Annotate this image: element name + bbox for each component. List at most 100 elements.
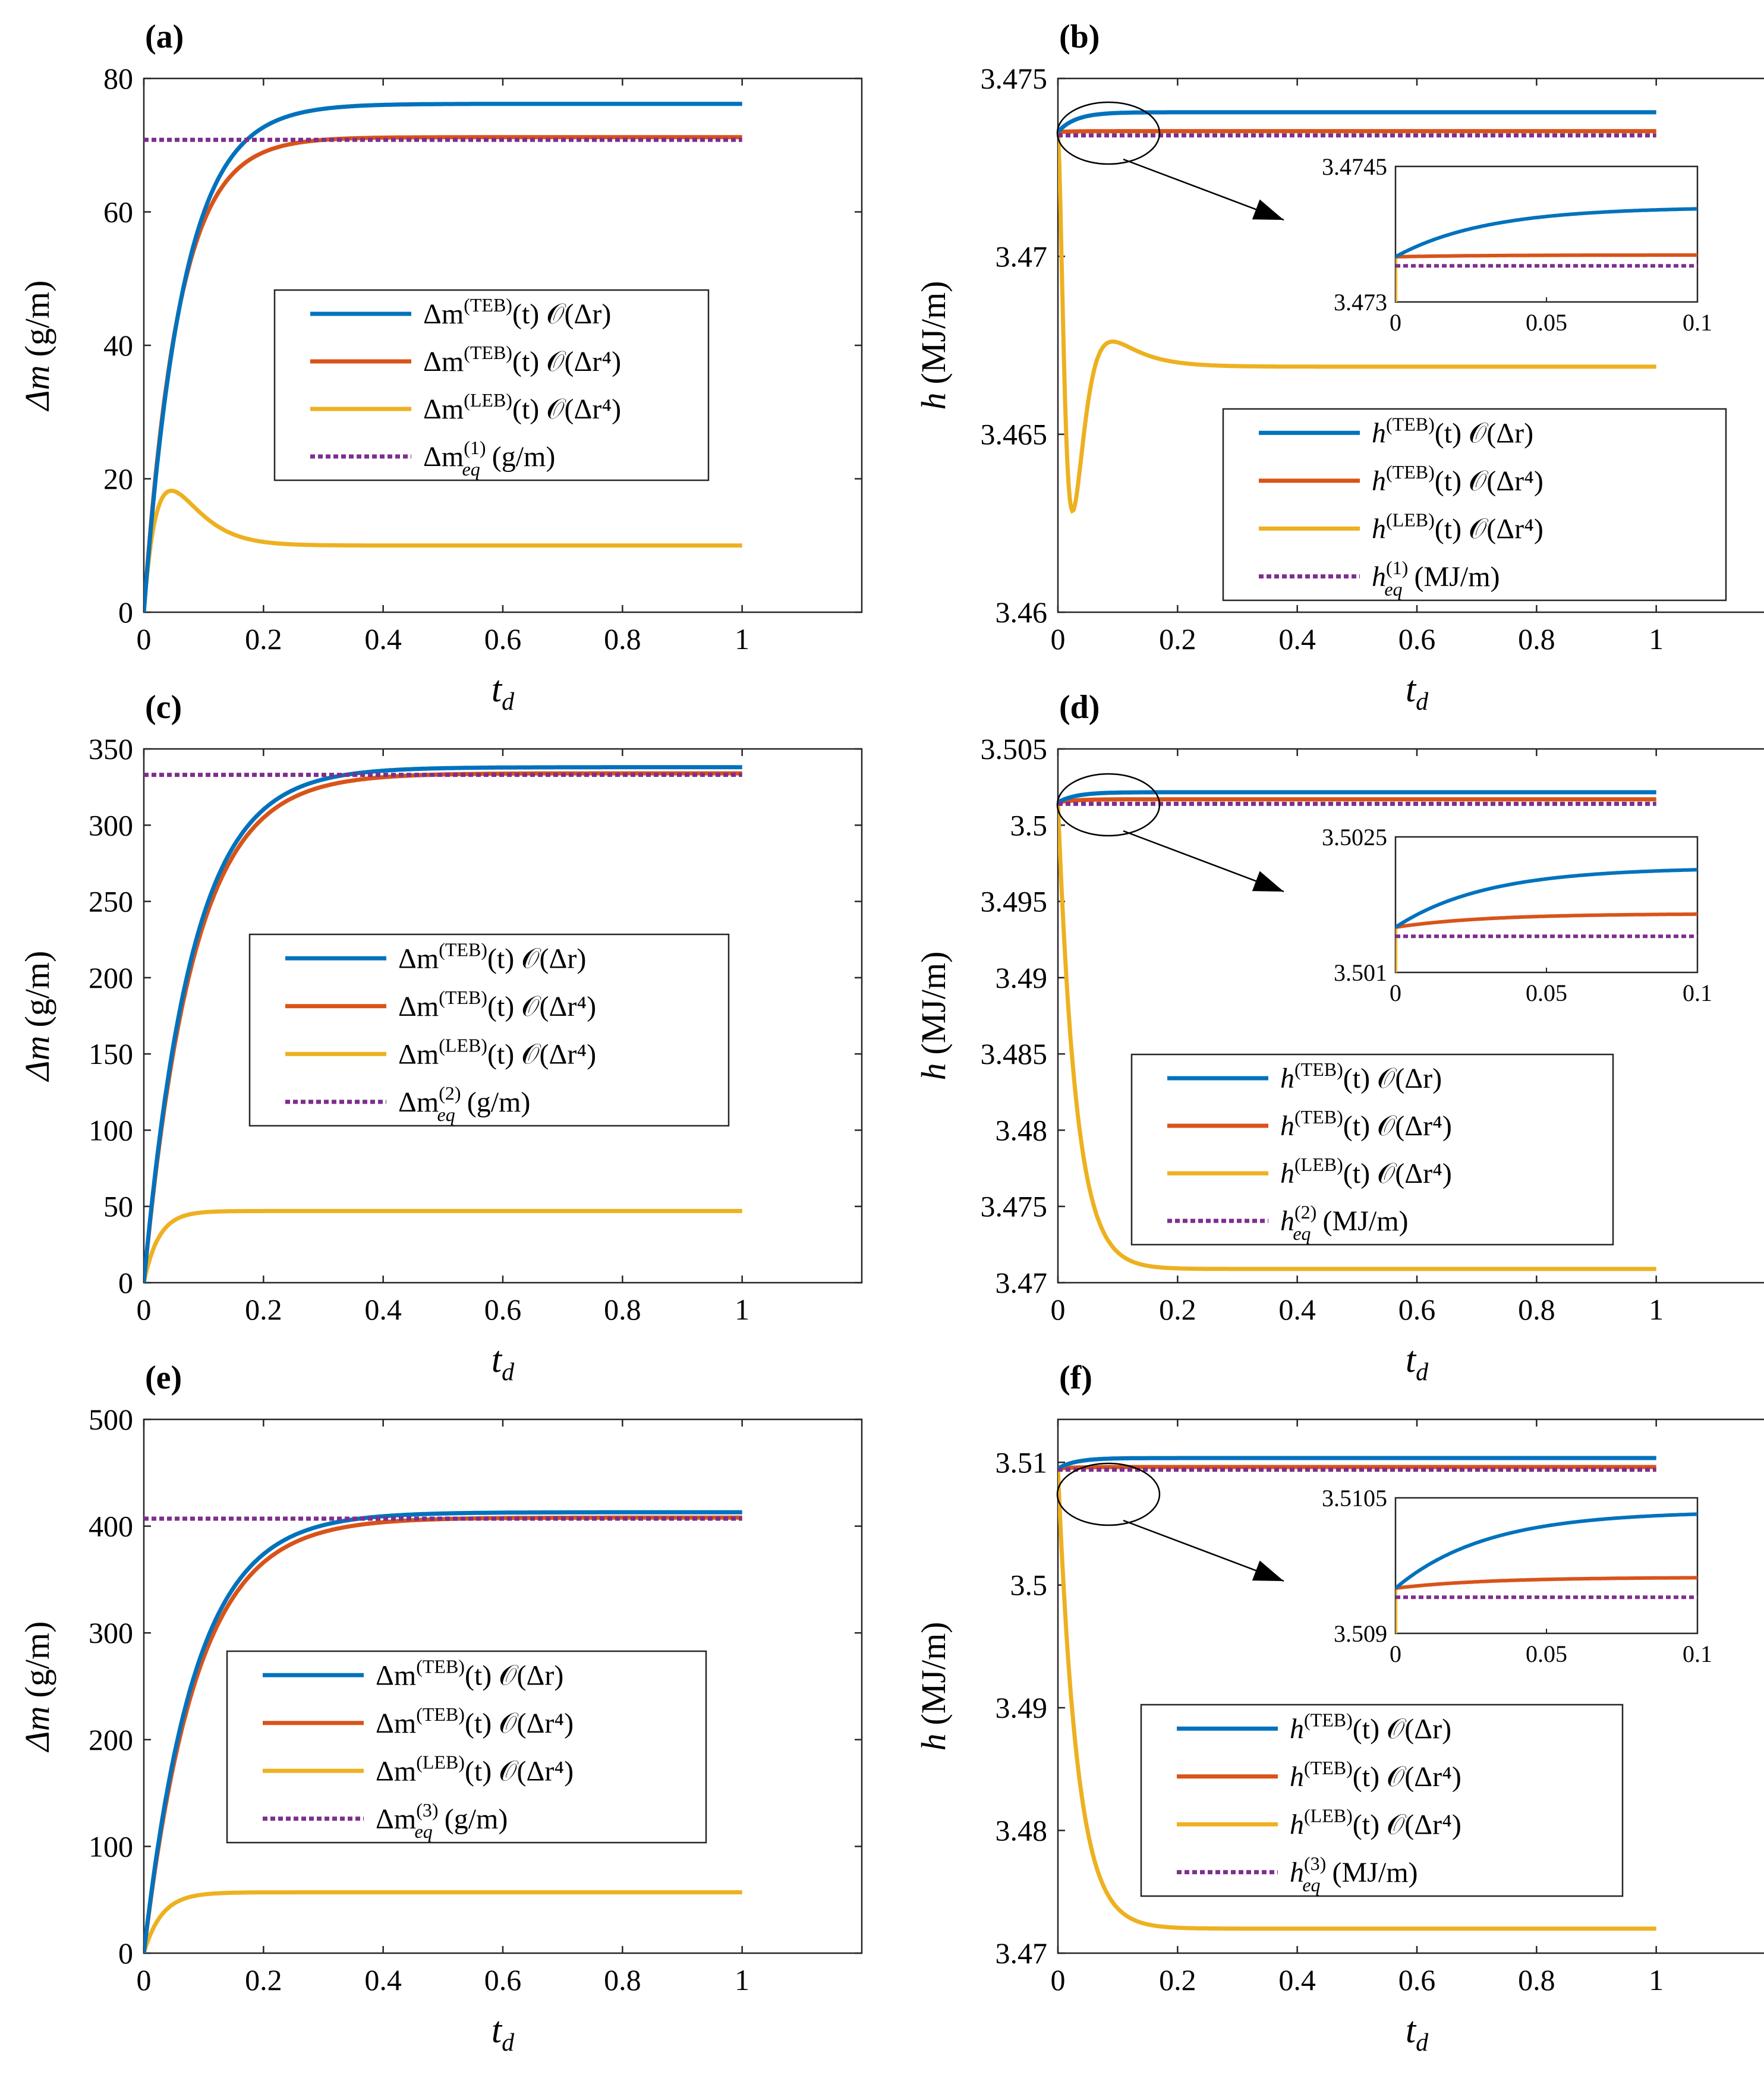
legend-rest: (MJ/m) — [1415, 561, 1500, 593]
legend: Δm(TEB)(t) 𝒪(Δr)Δm(TEB)(t) 𝒪(Δr⁴)Δm(LEB)… — [248, 933, 730, 1127]
legend-entry-leb_dr4: Δm(LEB)(t) 𝒪(Δr⁴) — [423, 389, 621, 425]
x-tick-label: 1 — [1649, 1293, 1664, 1326]
zoom-ellipse — [1056, 101, 1161, 165]
legend-name: h — [1290, 1857, 1304, 1888]
y-tick-label: 3.47 — [996, 1266, 1048, 1299]
y-tick-label: 20 — [103, 462, 133, 496]
y-axis-label: Δm (g/m) — [18, 951, 56, 1082]
y-tick-label: 3.5 — [1010, 1569, 1048, 1602]
legend-sup: (1) — [1386, 557, 1408, 578]
legend-name: Δm — [376, 1755, 416, 1787]
legend-name: Δm — [376, 1708, 416, 1739]
legend-sup: (TEB) — [416, 1704, 465, 1725]
legend: h(TEB)(t) 𝒪(Δr)h(TEB)(t) 𝒪(Δr⁴)h(LEB)(t)… — [1130, 1053, 1614, 1246]
x-tick-label: 1 — [735, 1963, 749, 1997]
x-tick-label: 0.6 — [1398, 622, 1436, 656]
inset-x-tick-label: 0.05 — [1526, 1641, 1567, 1667]
x-axis-label-main: t — [1406, 1340, 1417, 1380]
legend-sub: eq — [1384, 578, 1402, 600]
inset-line-teb_dr — [1396, 1512, 1697, 1590]
y-tick-label: 40 — [103, 329, 133, 362]
y-tick-label: 300 — [89, 808, 133, 842]
y-axis-label-units: (g/m) — [18, 1621, 56, 1698]
x-tick-label: 1 — [735, 622, 749, 656]
y-tick-label: 350 — [89, 732, 133, 766]
series-group — [144, 102, 742, 612]
y-tick-label: 3.48 — [996, 1113, 1048, 1147]
y-tick-label: 3.475 — [981, 1190, 1048, 1223]
series-line-teb_dr4 — [1058, 1465, 1656, 1471]
inset-line-teb_dr — [1396, 868, 1697, 929]
y-tick-label: 80 — [103, 62, 133, 95]
series-group — [144, 1510, 742, 1953]
inset-frame — [1394, 1497, 1699, 1635]
y-tick-label: 3.51 — [996, 1446, 1048, 1479]
legend-name: Δm — [423, 441, 464, 473]
y-axis-label-units: (MJ/m) — [914, 281, 953, 385]
legend-entry-eq: h(1) eq (MJ/m) — [1372, 557, 1500, 600]
zoom-arrow-head — [1252, 199, 1284, 220]
x-axis-label: td — [1406, 2010, 1429, 2057]
legend-rest: (t) 𝒪(Δr) — [465, 1660, 563, 1691]
legend-sup: (LEB) — [439, 1034, 487, 1056]
inset-x-tick-label: 0 — [1390, 1641, 1401, 1667]
x-axis-label-sub: d — [502, 1359, 515, 1386]
x-tick-label: 0.4 — [364, 622, 402, 656]
inset-series — [1396, 207, 1697, 302]
legend-sup: (1) — [464, 437, 486, 458]
legend-name: Δm — [423, 298, 464, 330]
y-tick-label: 0 — [118, 1266, 133, 1299]
legend-entry-leb_dr4: Δm(LEB)(t) 𝒪(Δr⁴) — [376, 1751, 574, 1787]
legend-sup: (LEB) — [1294, 1154, 1343, 1175]
y-axis-label-symbol: Δm — [18, 1706, 56, 1752]
y-tick-label: 200 — [89, 1723, 133, 1756]
y-tick-label: 300 — [89, 1616, 133, 1649]
x-tick-label: 0.6 — [1398, 1963, 1436, 1997]
x-axis-label-sub: d — [1416, 1359, 1429, 1386]
x-tick-label: 0.6 — [484, 1293, 522, 1326]
x-tick-label: 0 — [137, 1293, 152, 1326]
legend-sup: (2) — [439, 1082, 461, 1104]
x-tick-label: 0.2 — [245, 1963, 282, 1997]
inset: 0 0.05 0.1 3.509 3.5105 — [1322, 1485, 1712, 1667]
inset-y-tick-label: 3.5105 — [1322, 1485, 1387, 1512]
inset-frame — [1394, 165, 1699, 303]
legend-rest: (MJ/m) — [1323, 1205, 1409, 1237]
legend-box — [248, 933, 730, 1127]
inset-y-tick-label: 3.473 — [1334, 289, 1387, 316]
x-tick-label: 1 — [1649, 622, 1664, 656]
legend-rest: (t) 𝒪(Δr⁴) — [1353, 1809, 1461, 1840]
series-line-leb_dr4 — [144, 1208, 742, 1283]
legend-entry-leb_dr4: Δm(LEB)(t) 𝒪(Δr⁴) — [398, 1034, 596, 1070]
x-axis-label: td — [492, 1340, 515, 1386]
legend-rest: (t) 𝒪(Δr) — [1435, 417, 1533, 449]
panel-d: (d) 0 0.2 0.4 0.6 0.8 1 3.47 3.475 3.48 3.485 3.49 3… — [914, 689, 1764, 1386]
panel-label-c: (c) — [145, 689, 182, 726]
panel-b: (b) 0 0.2 0.4 0.6 0.8 1 3.46 3.465 3.47 3.475 td h (M… — [914, 18, 1764, 716]
legend-name: Δm — [398, 943, 439, 974]
legend-entry-teb_dr: h(TEB)(t) 𝒪(Δr) — [1290, 1709, 1451, 1745]
inset-x-tick-label: 0.1 — [1683, 980, 1712, 1006]
legend-entry-teb_dr: Δm(TEB)(t) 𝒪(Δr) — [423, 294, 611, 330]
legend-sup: (LEB) — [1304, 1805, 1353, 1826]
x-tick-label: 1 — [735, 1293, 749, 1326]
y-tick-label: 250 — [89, 885, 133, 918]
legend-rest: (t) 𝒪(Δr⁴) — [1435, 465, 1544, 497]
x-tick-label: 0.6 — [484, 1963, 522, 1997]
y-tick-label: 100 — [89, 1830, 133, 1863]
y-tick-label: 3.47 — [996, 1937, 1048, 1970]
x-tick-label: 0.2 — [1159, 622, 1196, 656]
legend-rest: (t) 𝒪(Δr⁴) — [1343, 1158, 1452, 1189]
x-axis-label-main: t — [492, 1340, 503, 1380]
y-axis-label-symbol: Δm — [18, 1035, 56, 1082]
series-line-teb_dr4 — [144, 135, 742, 612]
series-line-teb_dr — [144, 765, 742, 1283]
legend-entry-teb_dr4: h(TEB)(t) 𝒪(Δr⁴) — [1290, 1757, 1461, 1793]
legend-entry-eq: h(3) eq (MJ/m) — [1290, 1853, 1418, 1895]
y-tick-label: 50 — [103, 1190, 133, 1223]
legend-entry-teb_dr: Δm(TEB)(t) 𝒪(Δr) — [376, 1655, 563, 1691]
series-line-teb_dr — [144, 1510, 742, 1953]
x-axis-label-main: t — [1406, 2010, 1417, 2051]
y-tick-label: 3.485 — [981, 1037, 1048, 1070]
